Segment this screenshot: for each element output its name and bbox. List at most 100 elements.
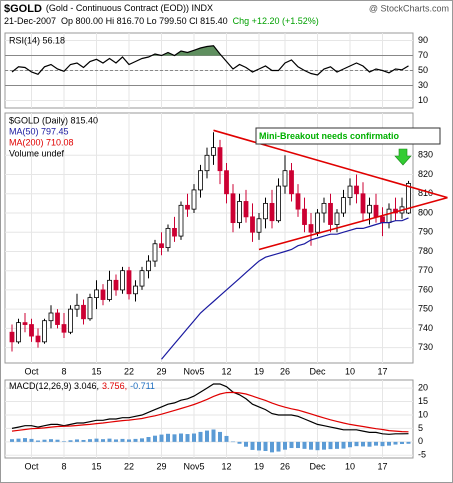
histogram-bar bbox=[75, 439, 79, 442]
histogram-bar bbox=[107, 438, 112, 442]
x-tick-label: 29 bbox=[156, 366, 166, 376]
series-line bbox=[11, 383, 409, 435]
threshold-fill bbox=[12, 45, 409, 56]
legend-entry: MA(200) 710.08 bbox=[9, 137, 74, 147]
candle-body bbox=[321, 202, 327, 214]
histogram-bar bbox=[224, 435, 229, 442]
histogram-bar bbox=[231, 441, 235, 443]
candle-body bbox=[204, 154, 210, 172]
x-tick-label: Dec bbox=[309, 461, 326, 471]
y-tick-label: 790 bbox=[418, 227, 433, 237]
annotation-arrow bbox=[394, 148, 412, 166]
histogram-bar bbox=[406, 441, 411, 444]
y-tick-label: 50 bbox=[418, 65, 428, 75]
histogram-bar bbox=[309, 441, 313, 450]
histogram-bar bbox=[101, 439, 105, 442]
histogram-bar bbox=[153, 435, 157, 442]
histogram-bar bbox=[23, 438, 27, 442]
candle-body bbox=[81, 304, 86, 320]
candle-body bbox=[230, 193, 236, 224]
symbol: $GOLD bbox=[4, 3, 42, 15]
change: Chg +12.20 (+1.52%) bbox=[233, 16, 319, 26]
histogram-bar bbox=[380, 441, 385, 447]
candle-body bbox=[35, 335, 41, 343]
histogram-bar bbox=[133, 438, 138, 442]
candle-body bbox=[74, 304, 80, 310]
histogram-bar bbox=[393, 441, 398, 445]
x-tick-label: Dec bbox=[309, 366, 326, 376]
candle-body bbox=[289, 170, 294, 195]
candle-body bbox=[94, 289, 99, 299]
y-tick-label: 800 bbox=[418, 207, 433, 217]
y-tick-label: 740 bbox=[418, 323, 433, 333]
series-line bbox=[11, 391, 409, 433]
quote: Op 800.00 Hi 816.70 Lo 799.50 Cl 815.40 bbox=[61, 16, 228, 26]
candle-body bbox=[328, 202, 333, 225]
candle-body bbox=[217, 147, 223, 172]
x-tick-label: Oct bbox=[24, 461, 39, 471]
y-tick-label: 760 bbox=[418, 284, 433, 294]
legend-entry: MA(50) 797.45 bbox=[9, 126, 69, 136]
x-tick-label: 10 bbox=[345, 461, 355, 471]
x-tick-label: 22 bbox=[124, 461, 134, 471]
histogram-bar bbox=[302, 441, 307, 449]
source: @ StockCharts.com bbox=[369, 3, 449, 13]
histogram-bar bbox=[68, 440, 73, 442]
legend-entry: $GOLD (Daily) 815.40 bbox=[9, 115, 98, 125]
candle-body bbox=[178, 204, 184, 237]
x-tick-label: 12 bbox=[221, 461, 231, 471]
y-tick-label: 5 bbox=[418, 423, 423, 433]
candle-body bbox=[341, 197, 346, 214]
candle-body bbox=[48, 312, 54, 322]
histogram-bar bbox=[127, 439, 131, 442]
annotation-box bbox=[255, 127, 441, 145]
x-tick-label: 22 bbox=[124, 366, 134, 376]
histogram-bar bbox=[29, 438, 34, 442]
histogram-bar bbox=[146, 437, 151, 442]
y-tick-label: 780 bbox=[418, 246, 433, 256]
candle-body bbox=[16, 322, 21, 343]
histogram-bar bbox=[270, 441, 274, 453]
histogram-bar bbox=[250, 441, 255, 450]
candle-body bbox=[22, 322, 28, 325]
histogram-bar bbox=[289, 441, 294, 449]
candle-body bbox=[373, 204, 379, 218]
histogram-bar bbox=[283, 441, 287, 450]
x-tick-label: 29 bbox=[156, 461, 166, 471]
series-line bbox=[11, 45, 409, 76]
y-tick-label: -5 bbox=[418, 450, 426, 460]
x-tick-label: 19 bbox=[254, 461, 264, 471]
trendline bbox=[258, 196, 448, 251]
candle-body bbox=[354, 185, 359, 195]
candle-body bbox=[282, 170, 288, 187]
y-tick-label: 820 bbox=[418, 169, 433, 179]
histogram-bar bbox=[387, 441, 391, 446]
histogram-bar bbox=[205, 430, 209, 442]
x-tick-label: 15 bbox=[91, 461, 101, 471]
candle-body bbox=[347, 185, 353, 199]
histogram-bar bbox=[42, 439, 47, 442]
y-tick-label: 10 bbox=[418, 409, 428, 419]
candle-body bbox=[9, 331, 15, 343]
candle-body bbox=[302, 208, 307, 225]
histogram-bar bbox=[244, 441, 248, 447]
y-tick-label: 70 bbox=[418, 50, 428, 60]
histogram-bar bbox=[192, 433, 196, 442]
histogram-bar bbox=[172, 434, 177, 442]
y-tick-label: 810 bbox=[418, 188, 433, 198]
y-tick-label: 15 bbox=[418, 396, 428, 406]
histogram-bar bbox=[120, 438, 125, 442]
candle-body bbox=[126, 270, 132, 295]
candle-body bbox=[315, 212, 320, 233]
histogram-bar bbox=[179, 433, 183, 442]
header-line: $GOLD (Gold - Continuous Contract (EOD)) … bbox=[4, 3, 213, 15]
histogram-bar bbox=[36, 440, 40, 442]
histogram-bar bbox=[88, 439, 92, 442]
histogram-bar bbox=[257, 441, 261, 451]
y-tick-label: 750 bbox=[418, 304, 433, 314]
candle-body bbox=[29, 324, 34, 337]
x-tick-label: 12 bbox=[221, 366, 231, 376]
candle-body bbox=[159, 243, 164, 249]
candle-body bbox=[191, 189, 197, 210]
x-tick-label: 10 bbox=[345, 366, 355, 376]
